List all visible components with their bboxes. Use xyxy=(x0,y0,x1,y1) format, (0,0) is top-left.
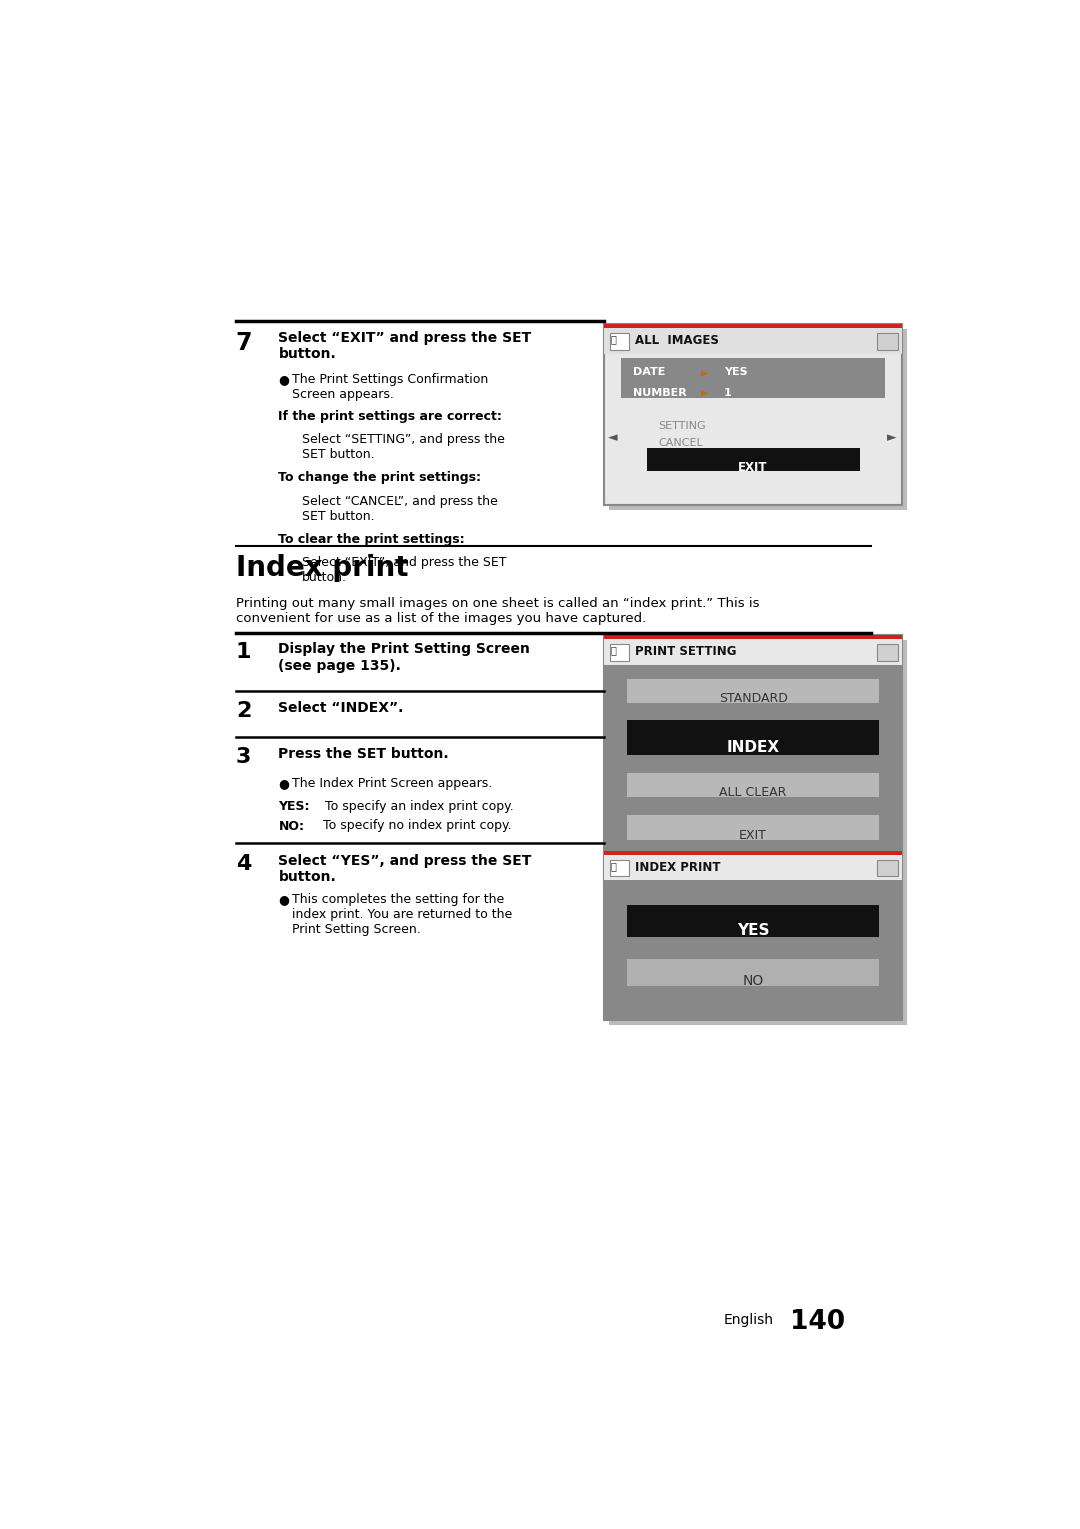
Bar xyxy=(647,448,860,471)
Bar xyxy=(604,329,902,353)
Bar xyxy=(610,644,630,661)
Bar xyxy=(604,852,902,1020)
Text: The Index Print Screen appears.: The Index Print Screen appears. xyxy=(292,777,491,790)
Bar xyxy=(604,324,902,506)
Text: ⎙: ⎙ xyxy=(611,335,617,344)
Bar xyxy=(621,358,886,398)
Text: 7: 7 xyxy=(235,330,253,355)
Text: Printing out many small images on one sheet is called an “index print.” This is
: Printing out many small images on one sh… xyxy=(235,596,759,625)
Text: To specify no index print copy.: To specify no index print copy. xyxy=(314,820,512,832)
Text: Select “EXIT” and press the SET
button.: Select “EXIT” and press the SET button. xyxy=(279,330,531,361)
Text: CANCEL: CANCEL xyxy=(658,439,703,448)
Text: STANDARD: STANDARD xyxy=(718,693,787,705)
Bar xyxy=(604,852,902,881)
Text: To specify an index print copy.: To specify an index print copy. xyxy=(321,800,514,813)
Bar xyxy=(604,636,902,665)
Text: ⎙: ⎙ xyxy=(611,861,617,872)
Text: YES: YES xyxy=(724,367,747,376)
Text: English: English xyxy=(724,1313,774,1327)
Text: Index print: Index print xyxy=(235,553,408,583)
Bar xyxy=(610,859,630,876)
Text: ◄: ◄ xyxy=(608,431,618,443)
Text: Press the SET button.: Press the SET button. xyxy=(279,748,449,761)
Text: 140: 140 xyxy=(789,1309,845,1335)
Bar xyxy=(877,644,897,661)
Text: PRINT SETTING: PRINT SETTING xyxy=(635,645,737,659)
Bar xyxy=(604,636,902,882)
Text: INDEX PRINT: INDEX PRINT xyxy=(635,861,720,875)
Text: EXIT: EXIT xyxy=(739,462,768,474)
Text: ●: ● xyxy=(279,373,289,385)
Text: ►: ► xyxy=(701,367,708,376)
Text: ►: ► xyxy=(887,431,896,443)
Text: NO:: NO: xyxy=(279,820,305,832)
Text: YES: YES xyxy=(737,924,769,939)
Text: 1: 1 xyxy=(724,387,732,398)
Text: ALL  IMAGES: ALL IMAGES xyxy=(635,335,719,347)
Text: SETTING: SETTING xyxy=(658,420,705,431)
Text: 1: 1 xyxy=(235,642,252,662)
Text: ALL CLEAR: ALL CLEAR xyxy=(719,786,786,800)
Text: To clear the print settings:: To clear the print settings: xyxy=(279,534,465,546)
Text: Select “EXIT”, and press the SET
button.: Select “EXIT”, and press the SET button. xyxy=(301,557,507,584)
Text: ●: ● xyxy=(279,777,289,790)
Text: EXIT: EXIT xyxy=(739,829,767,842)
Text: DATE: DATE xyxy=(633,367,665,376)
Text: This completes the setting for the
index print. You are returned to the
Print Se: This completes the setting for the index… xyxy=(292,893,512,936)
Bar xyxy=(608,329,907,511)
Text: 3: 3 xyxy=(235,748,252,768)
Text: The Print Settings Confirmation
Screen appears.: The Print Settings Confirmation Screen a… xyxy=(292,373,488,401)
Bar xyxy=(608,641,907,887)
Bar xyxy=(604,324,902,329)
Bar xyxy=(627,679,879,703)
Text: Select “SETTING”, and press the
SET button.: Select “SETTING”, and press the SET butt… xyxy=(301,433,504,460)
Bar xyxy=(627,772,879,797)
Text: YES:: YES: xyxy=(279,800,310,813)
Bar xyxy=(610,333,630,350)
Text: Select “CANCEL”, and press the
SET button.: Select “CANCEL”, and press the SET butto… xyxy=(301,494,498,523)
Bar xyxy=(604,852,902,855)
Text: ●: ● xyxy=(279,893,289,905)
Text: 4: 4 xyxy=(235,855,252,875)
Bar xyxy=(608,856,907,1024)
Text: NO: NO xyxy=(742,974,764,988)
Text: Select “YES”, and press the SET
button.: Select “YES”, and press the SET button. xyxy=(279,855,531,884)
Bar xyxy=(627,815,879,839)
Bar xyxy=(627,720,879,755)
Bar xyxy=(604,636,902,639)
Text: If the print settings are correct:: If the print settings are correct: xyxy=(279,410,502,424)
Bar xyxy=(877,333,897,350)
Text: ⎙: ⎙ xyxy=(611,645,617,656)
Text: To change the print settings:: To change the print settings: xyxy=(279,471,482,485)
Text: NUMBER: NUMBER xyxy=(633,387,687,398)
Text: ►: ► xyxy=(701,387,708,398)
Bar xyxy=(627,905,879,937)
Text: Display the Print Setting Screen
(see page 135).: Display the Print Setting Screen (see pa… xyxy=(279,642,530,673)
Text: Select “INDEX”.: Select “INDEX”. xyxy=(279,700,404,716)
Text: 2: 2 xyxy=(235,700,252,720)
Bar xyxy=(627,959,879,986)
Bar xyxy=(877,859,897,876)
Text: INDEX: INDEX xyxy=(727,740,780,755)
